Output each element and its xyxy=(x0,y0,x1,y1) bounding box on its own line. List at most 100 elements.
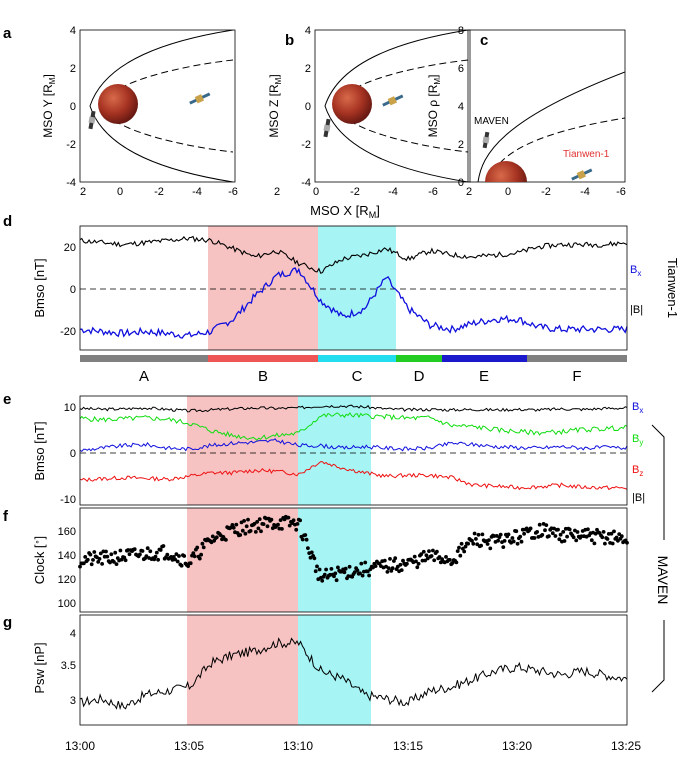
tick-label: 2 xyxy=(274,186,280,198)
scatter-point xyxy=(454,560,459,565)
scatter-point xyxy=(586,527,590,532)
scatter-point xyxy=(437,555,442,559)
scatter-point xyxy=(276,522,280,527)
scatter-point xyxy=(427,549,431,553)
scatter-point xyxy=(192,554,197,559)
scatter-point xyxy=(298,518,302,523)
scatter-point xyxy=(309,550,314,555)
scatter-point xyxy=(113,550,118,555)
scatter-point xyxy=(498,532,503,537)
series-line-b-magnitude xyxy=(79,404,628,413)
bow-shock-curve xyxy=(89,30,234,182)
time-tick-label: 13:00 xyxy=(65,739,95,753)
region-segment-e xyxy=(442,355,527,362)
scatter-point xyxy=(359,561,364,566)
time-tick-label: 13:10 xyxy=(283,739,313,753)
scatter-point xyxy=(294,527,299,532)
plot-frame xyxy=(314,29,471,183)
scatter-point xyxy=(421,549,426,554)
scatter-point xyxy=(148,549,153,554)
scatter-point xyxy=(565,534,569,539)
scatter-point xyxy=(515,541,520,546)
scatter-point xyxy=(429,554,434,558)
panel-letter-e: e xyxy=(3,391,11,408)
scatter-point xyxy=(592,541,597,546)
scatter-point xyxy=(614,535,619,540)
scatter-point xyxy=(265,524,270,529)
scatter-point xyxy=(154,550,159,555)
mars-icon xyxy=(485,161,527,182)
scatter-point xyxy=(556,527,560,532)
scatter-point xyxy=(557,537,562,542)
scatter-point xyxy=(257,517,262,521)
scatter-point xyxy=(82,561,86,566)
mpb-curve xyxy=(488,117,625,182)
scatter-point xyxy=(589,538,594,543)
scatter-point xyxy=(244,524,249,529)
scatter-point xyxy=(182,554,187,558)
plot-frame xyxy=(79,507,628,613)
y-tick-labels: 20 0 -20 xyxy=(60,242,76,338)
time-axis-labels: 13:00 13:05 13:10 13:15 13:20 13:25 xyxy=(65,739,641,753)
scatter-point xyxy=(522,531,526,536)
scatter-point xyxy=(320,578,325,583)
tick-label: 0 xyxy=(70,448,76,460)
scatter-point xyxy=(295,522,300,526)
scatter-point xyxy=(333,571,338,576)
tick-label: 0 xyxy=(117,186,123,198)
scatter-point xyxy=(514,529,519,534)
mars-icon xyxy=(98,84,138,124)
panel-letter-a: a xyxy=(3,25,12,42)
scatter-point xyxy=(179,563,184,568)
scatter-point xyxy=(177,554,181,558)
region-label-a: A xyxy=(139,368,149,385)
region-label-b: B xyxy=(258,368,268,385)
legend-by: By xyxy=(632,433,643,447)
region-label-f: F xyxy=(572,368,581,385)
tick-label: 120 xyxy=(58,574,76,586)
region-band-b xyxy=(187,396,298,505)
scatter-point xyxy=(85,557,90,562)
tick-label: 0 xyxy=(505,186,511,198)
scatter-point xyxy=(156,557,161,562)
scatter-point xyxy=(243,531,248,536)
scatter-point xyxy=(487,538,491,542)
scatter-point xyxy=(616,538,620,543)
scatter-point xyxy=(455,549,460,553)
region-segment-b xyxy=(208,355,318,362)
legend-bx: Bx xyxy=(632,401,643,415)
scatter-point xyxy=(558,532,563,537)
scatter-point xyxy=(390,566,395,571)
tianwen-label: Tianwen-1 xyxy=(563,149,610,160)
scatter-point xyxy=(259,529,263,534)
maven-bracket: MAVEN xyxy=(651,424,671,693)
scatter-point xyxy=(355,568,360,573)
tick-label: -2 xyxy=(301,139,311,151)
tick-label: 2 xyxy=(466,186,472,198)
scatter-point xyxy=(365,569,370,574)
scatter-point xyxy=(540,533,545,537)
scatter-point xyxy=(567,527,572,532)
scatter-point xyxy=(457,545,461,550)
maven-side-label: MAVEN xyxy=(655,556,671,605)
tick-label: 4 xyxy=(305,25,311,37)
y-axis-label: Psw [nP] xyxy=(32,642,47,693)
scatter-point xyxy=(291,518,296,523)
scatter-point xyxy=(619,534,624,539)
y-tick-labels: 4 3.5 3 xyxy=(61,628,76,707)
scatter-point xyxy=(459,541,464,546)
scatter-point xyxy=(312,556,317,561)
tick-label: -2 xyxy=(66,139,76,151)
scatter-point xyxy=(562,539,567,543)
scatter-point xyxy=(83,555,88,559)
scatter-point xyxy=(210,534,215,539)
maven-satellite-icon xyxy=(482,131,490,149)
region-label-c: C xyxy=(352,368,363,385)
x-tick-labels: 2 0 -2 -4 -6 xyxy=(466,186,626,198)
y-axis-label: Clock [∘] xyxy=(32,536,47,584)
scatter-point xyxy=(191,551,196,556)
scatter-point xyxy=(91,558,95,562)
scatter-point xyxy=(574,538,579,543)
tick-label: -6 xyxy=(428,186,438,198)
y-tick-labels: 4 2 0 -2 -4 xyxy=(301,25,311,189)
